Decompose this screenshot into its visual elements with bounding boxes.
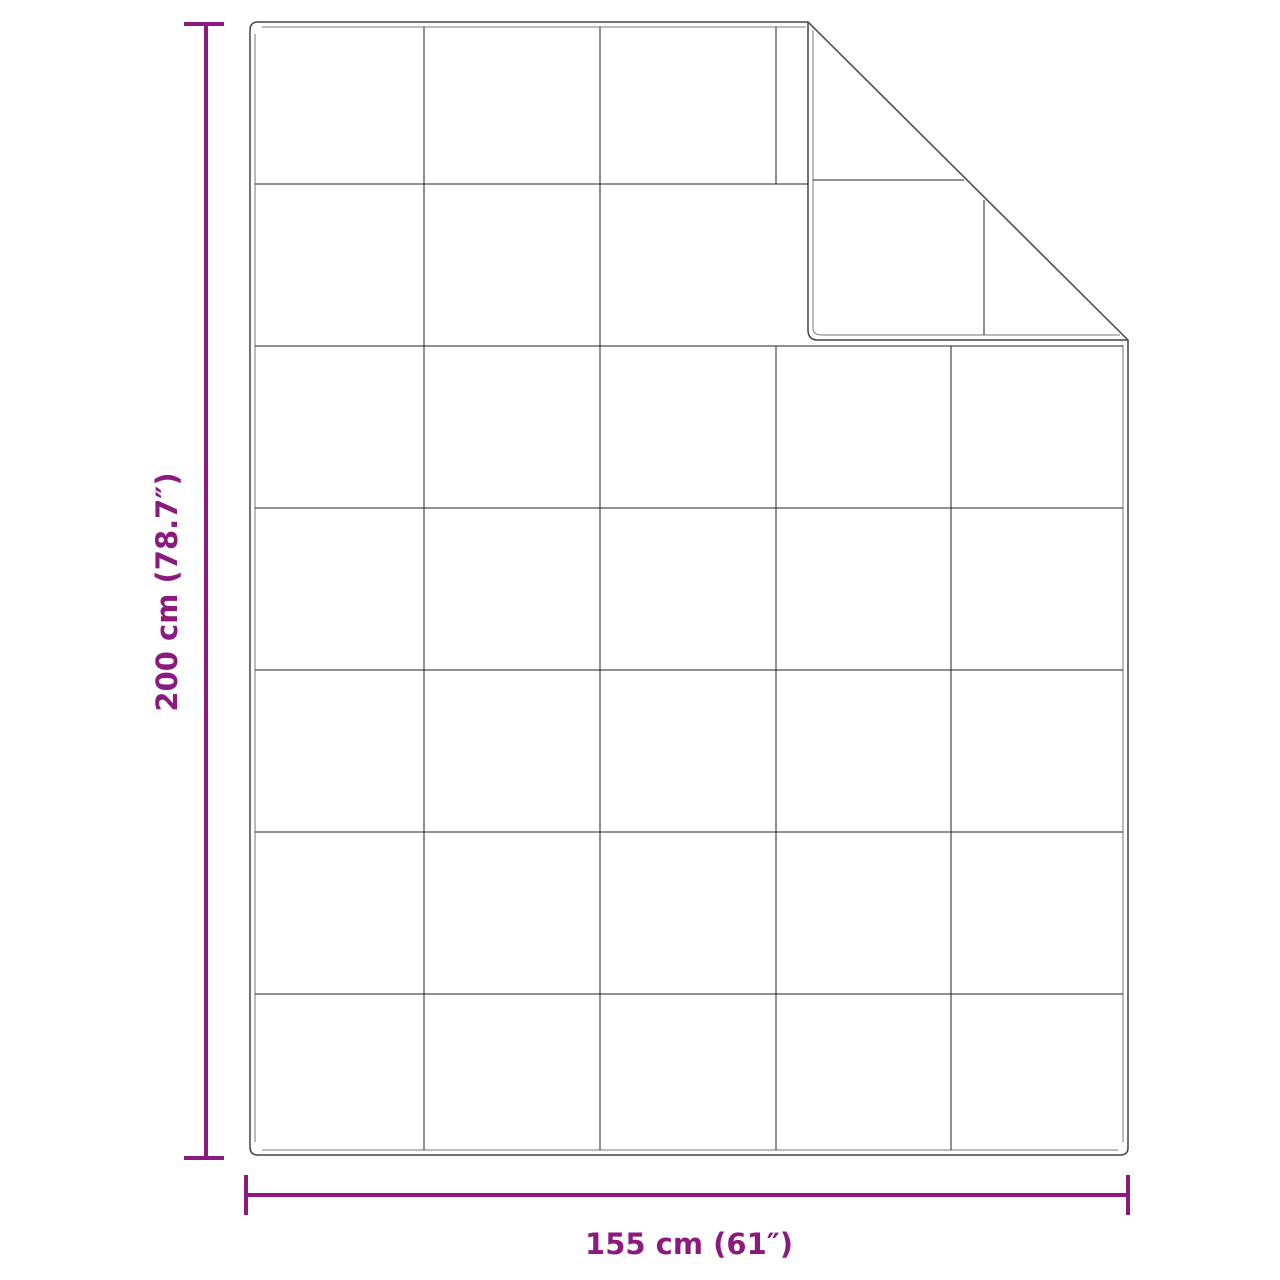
quilt-stitch-grid — [255, 27, 1123, 1150]
folded-corner — [807, 21, 1129, 341]
width-label: 155 cm (61″) — [585, 1227, 793, 1261]
blanket-outline — [249, 21, 1129, 1156]
height-dimension-line — [184, 22, 224, 1160]
width-dimension-line — [244, 1175, 1130, 1215]
height-label: 200 cm (78.7″) — [150, 472, 184, 711]
